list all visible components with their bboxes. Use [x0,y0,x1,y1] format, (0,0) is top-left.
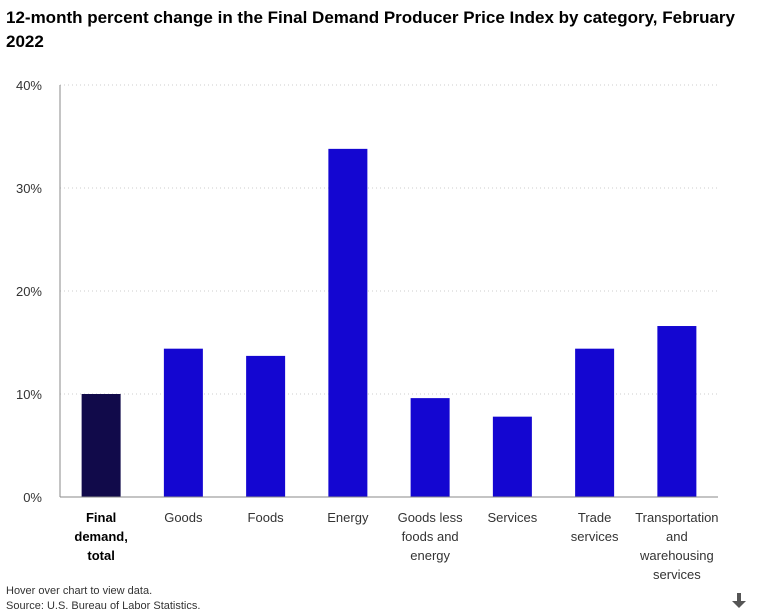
y-tick-label: 30% [16,181,42,196]
x-tick-label: Goods less foods and energy [398,510,464,563]
bar[interactable]: Services: 7.8% [492,416,532,497]
x-tick-label: Final demand, total [74,510,127,563]
bar[interactable]: Foods: 13.7% [246,355,286,497]
y-tick-label: 20% [16,284,42,299]
x-tick-label: Goods [164,510,203,525]
hover-hint: Hover over chart to view data. [6,585,153,597]
bar[interactable]: Trade services: 14.4% [575,348,615,497]
x-tick-label: Services [487,510,537,525]
chart-title: 12-month percent change in the Final Dem… [6,8,735,51]
y-tick-label: 0% [23,490,42,505]
bar[interactable]: Goods: 14.4% [163,348,203,497]
bar[interactable]: Goods less foods and energy: 9.6% [410,398,450,497]
download-arrow-icon[interactable] [729,591,749,611]
y-tick-label: 10% [16,387,42,402]
x-tick-label: Energy [327,510,369,525]
x-tick-label: Foods [248,510,285,525]
source-note: Source: U.S. Bureau of Labor Statistics. [6,600,201,612]
bar[interactable]: Energy: 33.8% [328,148,368,498]
bar[interactable]: Transportation and warehousing services:… [657,326,697,497]
y-tick-label: 40% [16,78,42,93]
bar[interactable]: Final demand, total: 10% [81,394,121,497]
x-tick-label: Trade services [571,510,619,544]
x-tick-label: Transportation and warehousing services [635,510,718,582]
